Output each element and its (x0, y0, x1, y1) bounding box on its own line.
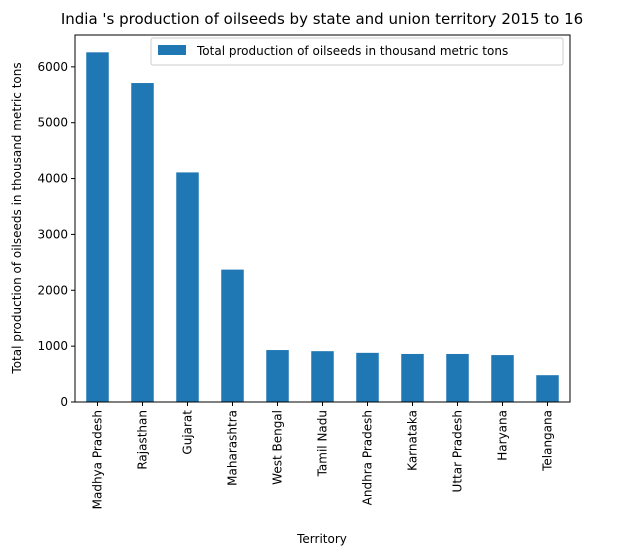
y-tick-label: 0 (60, 395, 68, 409)
plot-area: 0 1000 2000 3000 4000 5000 6000 Madhya Pradesh… (37, 34, 571, 509)
bar-telangana (536, 375, 559, 402)
y-tick-label: 5000 (37, 116, 68, 130)
bar-haryana (491, 355, 514, 402)
x-tick-label: Haryana (496, 410, 510, 461)
bar-andhra-pradesh (356, 352, 379, 402)
bar-gujarat (176, 172, 199, 402)
x-tick-label: Gujarat (181, 410, 195, 455)
x-tick-label: Tamil Nadu (316, 410, 330, 477)
x-tick-label: Andhra Pradesh (361, 410, 375, 505)
x-tick-label: Maharashtra (226, 410, 240, 486)
x-tick-label: Rajasthan (136, 410, 150, 470)
bar-rajasthan (131, 83, 154, 402)
bar-madhya-pradesh (86, 52, 109, 402)
legend-box (150, 37, 564, 66)
y-tick-label: 4000 (37, 172, 68, 186)
y-axis-label: Total production of oilseeds in thousand… (10, 62, 24, 374)
legend-swatch (158, 45, 186, 55)
y-tick-label: 3000 (37, 227, 68, 241)
y-tick-label: 1000 (37, 339, 68, 353)
x-axis: Madhya Pradesh Rajasthan Gujarat Maharashtr… (91, 402, 555, 509)
legend-label: Total production of oilseeds in thousand… (196, 44, 508, 58)
y-axis: 0 1000 2000 3000 4000 5000 6000 (37, 60, 75, 409)
x-tick-label: Telangana (541, 410, 555, 472)
x-tick-label: West Bengal (271, 410, 285, 485)
bar-tamil-nadu (311, 351, 334, 402)
legend: Total production of oilseeds in thousand… (150, 37, 564, 66)
bar-west-bengal (266, 350, 289, 402)
y-tick-label: 2000 (37, 283, 68, 297)
x-tick-label: Uttar Pradesh (451, 410, 465, 492)
bar-maharashtra (221, 269, 244, 402)
x-axis-label: Territory (296, 532, 347, 546)
chart-title: India 's production of oilseeds by state… (61, 10, 583, 28)
x-tick-label: Madhya Pradesh (91, 410, 105, 509)
x-tick-label: Karnataka (406, 410, 420, 471)
bars-group (86, 52, 559, 402)
bar-uttar-pradesh (446, 353, 469, 402)
bar-karnataka (401, 353, 424, 402)
y-tick-label: 6000 (37, 60, 68, 74)
